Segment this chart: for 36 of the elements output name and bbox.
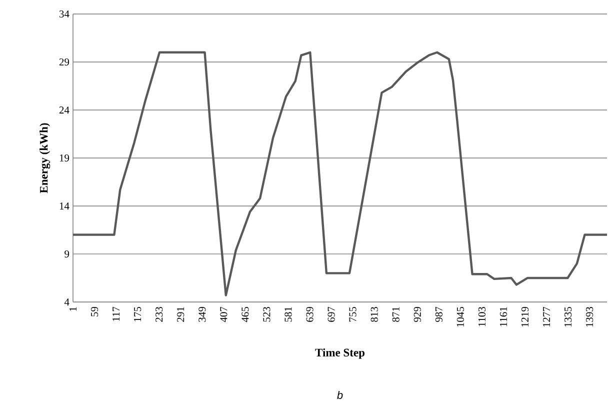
- x-tick-label: 233: [156, 306, 163, 322]
- y-tick-label: 14: [60, 202, 70, 210]
- x-tick-label: 1045: [456, 306, 464, 327]
- x-tick-label: 465: [242, 306, 249, 322]
- x-tick-label: 1: [70, 307, 76, 311]
- y-tick-label: 29: [59, 58, 70, 66]
- x-tick-label: 639: [306, 306, 314, 322]
- x-tick-label: 697: [328, 306, 335, 322]
- x-tick-label: 1161: [500, 307, 507, 326]
- y-axis-title: Energy (kWh): [40, 123, 50, 194]
- text: b: [337, 390, 343, 400]
- x-tick-label: 1219: [521, 306, 529, 327]
- x-tick-label: 1335: [564, 306, 572, 327]
- line-series: [72, 51, 608, 296]
- x-tick-label: 1103: [478, 306, 486, 326]
- x-tick-label: 581: [284, 307, 292, 322]
- x-tick-label: 523: [263, 306, 270, 322]
- x-tick-label: 175: [134, 306, 142, 322]
- y-tick-label: 24: [59, 106, 70, 114]
- x-tick-label: 929: [414, 306, 421, 322]
- y-tick-label: 4: [64, 298, 70, 306]
- x-tick-label: 987: [435, 306, 442, 322]
- x-tick-label: 407: [220, 306, 228, 322]
- y-tick-label: 34: [59, 10, 70, 18]
- x-tick-label: 871: [392, 307, 400, 322]
- x-tick-label: 1393: [586, 306, 594, 327]
- x-tick-label: 291: [177, 307, 184, 322]
- y-tick-label: 19: [60, 154, 70, 162]
- x-tick-label: 59: [91, 306, 98, 316]
- x-tick-label: 813: [370, 306, 378, 322]
- x-tick-label: 117: [112, 306, 120, 321]
- x-tick-label: 1277: [543, 306, 550, 327]
- x-tick-label: 349: [198, 306, 206, 322]
- y-tick-label: 9: [64, 250, 70, 258]
- x-axis-title: Time Step: [315, 348, 364, 359]
- x-tick-label: 755: [349, 306, 356, 322]
